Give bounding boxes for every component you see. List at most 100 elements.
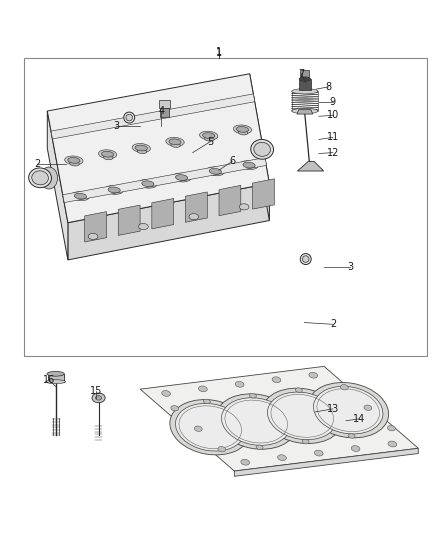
Ellipse shape (262, 388, 343, 443)
Polygon shape (68, 183, 269, 260)
Ellipse shape (40, 167, 58, 189)
Text: 1: 1 (216, 48, 222, 58)
Ellipse shape (203, 133, 215, 139)
Ellipse shape (314, 386, 383, 434)
Ellipse shape (171, 143, 180, 147)
Ellipse shape (29, 168, 51, 188)
Ellipse shape (216, 394, 297, 449)
Ellipse shape (203, 399, 210, 403)
Ellipse shape (388, 425, 396, 431)
Text: 7: 7 (298, 69, 304, 79)
Ellipse shape (47, 372, 64, 376)
Ellipse shape (235, 382, 244, 387)
Ellipse shape (240, 160, 258, 169)
Polygon shape (152, 198, 173, 229)
Ellipse shape (314, 450, 323, 456)
Polygon shape (47, 74, 269, 223)
Ellipse shape (237, 126, 249, 132)
Ellipse shape (92, 393, 105, 403)
Text: 16: 16 (43, 375, 56, 385)
Text: 15: 15 (90, 386, 102, 397)
Ellipse shape (292, 108, 318, 114)
Ellipse shape (300, 254, 311, 264)
Ellipse shape (251, 140, 273, 159)
Polygon shape (51, 94, 255, 139)
Ellipse shape (71, 192, 90, 200)
Ellipse shape (95, 395, 102, 400)
Ellipse shape (170, 400, 251, 455)
Ellipse shape (278, 455, 286, 461)
Ellipse shape (302, 439, 309, 444)
Ellipse shape (254, 142, 270, 156)
Ellipse shape (169, 139, 181, 144)
Ellipse shape (209, 168, 222, 174)
Ellipse shape (173, 173, 191, 182)
Text: 6: 6 (229, 156, 235, 166)
Ellipse shape (46, 379, 65, 384)
Ellipse shape (32, 171, 48, 185)
Ellipse shape (108, 187, 120, 193)
Bar (24, 59, 427, 356)
Ellipse shape (74, 193, 87, 199)
Ellipse shape (135, 145, 148, 151)
Ellipse shape (102, 151, 114, 157)
Ellipse shape (309, 372, 318, 378)
Polygon shape (140, 366, 418, 471)
Ellipse shape (194, 426, 202, 431)
Text: 2: 2 (330, 319, 336, 329)
Ellipse shape (105, 185, 124, 195)
Polygon shape (63, 158, 267, 203)
Ellipse shape (68, 158, 80, 163)
Text: 12: 12 (327, 148, 339, 158)
Polygon shape (85, 212, 106, 242)
Text: 8: 8 (325, 82, 332, 92)
Ellipse shape (65, 156, 83, 165)
Ellipse shape (176, 175, 188, 180)
Text: 3: 3 (113, 122, 119, 131)
Ellipse shape (103, 155, 113, 160)
Polygon shape (48, 374, 64, 382)
Polygon shape (297, 161, 324, 171)
Ellipse shape (126, 114, 132, 121)
Ellipse shape (218, 447, 226, 452)
Ellipse shape (340, 385, 348, 390)
Polygon shape (160, 108, 169, 117)
Ellipse shape (142, 181, 154, 187)
Ellipse shape (295, 388, 302, 392)
Polygon shape (299, 79, 311, 90)
Text: 2: 2 (34, 159, 40, 168)
Ellipse shape (99, 150, 117, 159)
Ellipse shape (241, 459, 250, 465)
Text: 1: 1 (216, 47, 222, 57)
Polygon shape (118, 205, 140, 236)
Ellipse shape (240, 204, 249, 210)
Ellipse shape (302, 256, 309, 262)
Ellipse shape (351, 446, 360, 451)
Ellipse shape (166, 138, 184, 146)
Text: 10: 10 (327, 110, 339, 120)
Ellipse shape (200, 131, 218, 140)
Ellipse shape (308, 383, 389, 438)
Ellipse shape (299, 77, 311, 81)
Ellipse shape (139, 179, 157, 188)
Ellipse shape (139, 223, 148, 230)
Text: 11: 11 (327, 132, 339, 142)
Ellipse shape (272, 377, 281, 383)
Polygon shape (234, 448, 418, 477)
Ellipse shape (205, 136, 214, 141)
Text: 5: 5 (207, 136, 213, 147)
Text: 3: 3 (347, 262, 353, 271)
Ellipse shape (198, 386, 207, 392)
Ellipse shape (70, 161, 79, 166)
Polygon shape (47, 111, 68, 260)
Text: 14: 14 (353, 414, 365, 424)
Text: 9: 9 (330, 97, 336, 107)
Polygon shape (300, 70, 309, 77)
Polygon shape (159, 100, 170, 108)
Ellipse shape (238, 131, 248, 135)
Polygon shape (250, 74, 269, 221)
Ellipse shape (222, 398, 291, 446)
Text: 4: 4 (158, 106, 164, 116)
Ellipse shape (124, 112, 134, 123)
Ellipse shape (88, 233, 98, 239)
